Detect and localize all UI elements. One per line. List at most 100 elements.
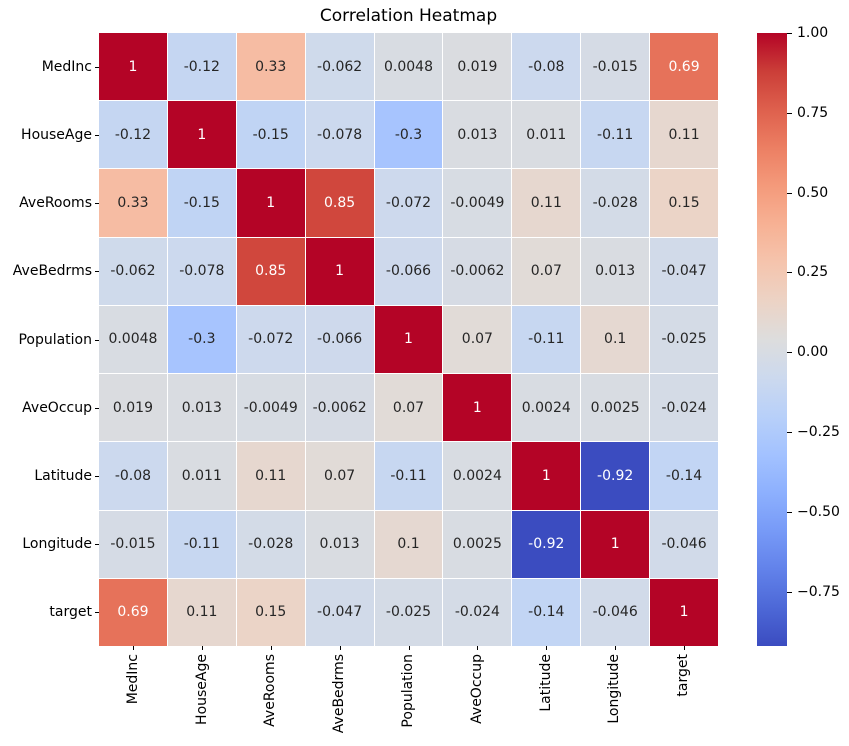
heatmap-cell: 1	[167, 101, 236, 169]
y-tick-label: Population	[18, 331, 92, 348]
heatmap-cell: -0.062	[99, 237, 167, 305]
heatmap-cell: 0.11	[650, 101, 718, 169]
heatmap-cell: 1	[374, 305, 443, 374]
x-tick-label: target	[675, 654, 692, 697]
y-tick-mark	[95, 339, 99, 341]
heatmap-cell: -0.024	[443, 578, 512, 646]
heatmap-cell: 0.1	[581, 305, 650, 374]
colorbar-tick-label: −0.50	[797, 503, 840, 520]
colorbar-gradient	[757, 33, 787, 646]
heatmap-cell: 0.013	[167, 374, 236, 442]
colorbar-tick-mark	[787, 33, 792, 34]
heatmap-cell: -0.028	[236, 510, 305, 578]
heatmap-cell: 0.013	[305, 510, 374, 578]
heatmap-cell: 0.33	[236, 33, 305, 101]
x-tick-mark	[408, 646, 410, 650]
heatmap-cell: 0.1	[374, 510, 443, 578]
heatmap-cell: 0.11	[512, 169, 581, 237]
heatmap-cell: 0.15	[650, 169, 718, 237]
heatmap-cell: 0.07	[305, 442, 374, 510]
x-tick-label: AveOccup	[468, 654, 485, 724]
heatmap-cell: 1	[512, 442, 581, 510]
heatmap-cell: 0.15	[236, 578, 305, 646]
heatmap-cell: 0.11	[167, 578, 236, 646]
y-tick-label: AveOccup	[22, 399, 92, 416]
colorbar-tick-mark	[787, 192, 792, 194]
heatmap-cell: -0.0062	[443, 237, 512, 305]
x-tick-mark	[202, 646, 204, 650]
heatmap-cell: -0.078	[167, 237, 236, 305]
heatmap-cell: 0.33	[99, 169, 167, 237]
y-tick-mark	[95, 67, 99, 69]
colorbar-tick-label: −0.25	[797, 424, 840, 441]
heatmap-cell: -0.14	[650, 442, 718, 510]
heatmap-cell: -0.024	[650, 374, 718, 442]
heatmap-cell: -0.3	[167, 305, 236, 374]
y-tick-mark	[95, 543, 99, 545]
heatmap-cell: -0.047	[650, 237, 718, 305]
y-tick-mark	[95, 203, 99, 205]
heatmap-cell: 1	[236, 169, 305, 237]
heatmap-cell: -0.062	[305, 33, 374, 101]
chart-title: Correlation Heatmap	[319, 6, 498, 26]
heatmap-cell: 0.0025	[443, 510, 512, 578]
heatmap-cell: -0.12	[167, 33, 236, 101]
x-tick-mark	[683, 646, 685, 650]
heatmap-cell: 0.0025	[581, 374, 650, 442]
y-tick-label: Longitude	[22, 535, 92, 552]
heatmap-cell: -0.015	[581, 33, 650, 101]
heatmap-cell: -0.066	[374, 237, 443, 305]
colorbar	[757, 33, 787, 646]
y-tick-label: AveBedrms	[12, 263, 92, 280]
x-tick-mark	[133, 646, 135, 650]
heatmap-cell: 0.011	[167, 442, 236, 510]
heatmap-cell: -0.11	[512, 305, 581, 374]
heatmap-cell: -0.028	[581, 169, 650, 237]
heatmap-cell: 0.0024	[512, 374, 581, 442]
heatmap-cell: -0.078	[305, 101, 374, 169]
x-tick-mark	[477, 646, 479, 650]
heatmap-cell: -0.0049	[236, 374, 305, 442]
y-tick-label: HouseAge	[21, 127, 92, 144]
y-tick-mark	[95, 407, 99, 409]
colorbar-tick-label: 1.00	[797, 25, 829, 41]
y-tick-label: target	[49, 603, 92, 620]
heatmap-cell: 0.0024	[443, 442, 512, 510]
heatmap-cell: -0.046	[650, 510, 718, 578]
heatmap-cell: 1	[650, 578, 718, 646]
heatmap-cell: -0.025	[374, 578, 443, 646]
colorbar-tick-label: 0.00	[797, 344, 829, 361]
colorbar-tick-mark	[787, 432, 792, 434]
x-tick-label: MedInc	[124, 654, 141, 705]
heatmap-cell: -0.92	[512, 510, 581, 578]
heatmap-cell: -0.11	[167, 510, 236, 578]
y-tick-mark	[95, 271, 99, 273]
y-tick-label: Latitude	[34, 467, 92, 484]
x-tick-label: HouseAge	[193, 654, 210, 725]
x-tick-mark	[546, 646, 548, 650]
heatmap-grid: 1 -0.12 0.33 -0.062 0.0048 0.019 -0.08 -0.015 0.…	[99, 33, 718, 646]
heatmap-cell: -0.025	[650, 305, 718, 374]
heatmap-cell: 0.11	[236, 442, 305, 510]
heatmap-cell: -0.12	[99, 101, 167, 169]
y-tick-label: MedInc	[41, 59, 92, 76]
heatmap-cell: 0.0048	[374, 33, 443, 101]
heatmap-cell: -0.046	[581, 578, 650, 646]
colorbar-tick-mark	[787, 112, 792, 114]
x-tick-mark	[270, 646, 272, 650]
x-tick-mark	[339, 646, 341, 650]
colorbar-tick-label: 0.25	[797, 264, 829, 281]
heatmap-cell: -0.0049	[443, 169, 512, 237]
x-tick-label: AveBedrms	[331, 654, 348, 734]
y-tick-mark	[95, 135, 99, 137]
heatmap-cell: 1	[99, 33, 167, 101]
heatmap-cell: 0.07	[374, 374, 443, 442]
heatmap-cell: 0.69	[99, 578, 167, 646]
heatmap-cell: -0.11	[581, 101, 650, 169]
heatmap-cell: 0.69	[650, 33, 718, 101]
heatmap-cell: -0.11	[374, 442, 443, 510]
heatmap-cell: -0.3	[374, 101, 443, 169]
heatmap-cell: -0.072	[236, 305, 305, 374]
colorbar-tick-mark	[787, 352, 792, 354]
heatmap-cell: -0.15	[167, 169, 236, 237]
